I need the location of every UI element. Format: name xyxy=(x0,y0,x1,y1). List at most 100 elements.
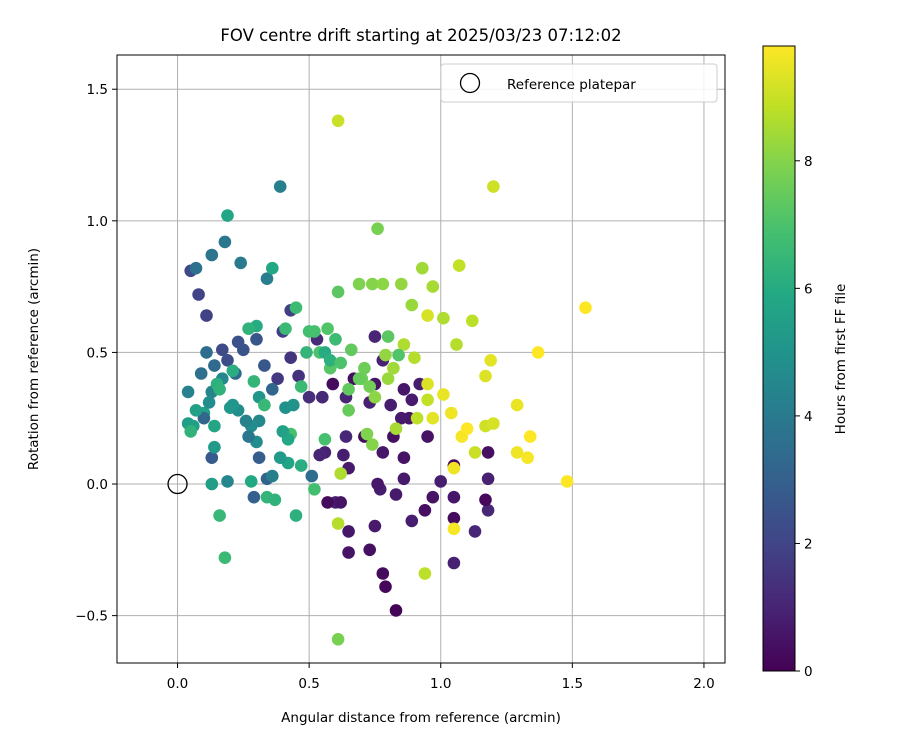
data-point xyxy=(437,388,450,401)
data-point xyxy=(368,330,382,343)
data-point xyxy=(221,209,234,222)
colorbar-label: Hours from first FF file xyxy=(833,284,849,435)
colorbar-tick-label: 4 xyxy=(804,409,813,425)
data-point xyxy=(447,522,461,536)
data-point xyxy=(445,406,458,420)
y-ticks: −0.5 0.0 0.5 1.0 1.5 xyxy=(75,82,117,625)
data-point xyxy=(481,504,495,517)
data-point xyxy=(208,419,221,433)
x-tick-label: 1.0 xyxy=(430,676,451,692)
plot-frame xyxy=(116,54,726,664)
data-point xyxy=(342,546,355,559)
colorbar-tick-label: 8 xyxy=(804,154,813,170)
data-point xyxy=(460,422,474,436)
data-point xyxy=(376,567,390,580)
data-point xyxy=(221,475,234,488)
data-point xyxy=(294,459,308,472)
data-point xyxy=(331,285,345,299)
data-point xyxy=(289,509,303,522)
data-point xyxy=(363,380,377,393)
data-point xyxy=(521,451,534,465)
data-point xyxy=(294,380,308,393)
data-point xyxy=(213,383,226,396)
data-point xyxy=(342,383,355,396)
data-point xyxy=(313,448,327,462)
data-point xyxy=(181,385,195,399)
data-point xyxy=(392,348,405,362)
data-point xyxy=(266,383,279,396)
data-point xyxy=(447,461,461,475)
data-point xyxy=(408,351,421,365)
data-point xyxy=(252,451,266,465)
data-point xyxy=(292,369,305,383)
data-point xyxy=(560,475,574,488)
data-point xyxy=(226,398,240,412)
data-point xyxy=(426,490,440,504)
data-point xyxy=(366,277,379,291)
data-point xyxy=(381,372,395,386)
data-point xyxy=(426,411,440,425)
data-point xyxy=(202,396,216,409)
data-point xyxy=(358,361,371,375)
data-point xyxy=(345,343,358,357)
data-point xyxy=(487,180,500,193)
data-point xyxy=(418,504,432,517)
data-point xyxy=(468,446,482,459)
data-point xyxy=(487,417,500,430)
data-point xyxy=(334,356,348,370)
data-point xyxy=(405,298,419,312)
data-point xyxy=(300,346,313,359)
data-point xyxy=(279,322,292,336)
chart-title: FOV centre drift starting at 2025/03/23 … xyxy=(220,26,621,45)
y-tick-label: 0.0 xyxy=(87,477,108,493)
data-point xyxy=(447,556,461,570)
data-point xyxy=(316,390,329,404)
data-point xyxy=(258,359,271,372)
data-point xyxy=(421,309,434,322)
data-point xyxy=(318,433,332,446)
x-axis-label: Angular distance from reference (arcmin) xyxy=(281,710,561,726)
data-point xyxy=(389,422,403,436)
data-point xyxy=(189,261,203,275)
data-point xyxy=(421,377,434,391)
data-point xyxy=(234,256,247,270)
x-tick-label: 1.5 xyxy=(562,676,583,692)
data-point xyxy=(342,525,355,538)
data-point xyxy=(208,359,221,372)
data-point xyxy=(421,393,434,407)
colorbar-tick-label: 0 xyxy=(804,664,813,680)
data-point xyxy=(352,277,366,291)
data-point xyxy=(192,288,205,301)
points-layer xyxy=(181,114,592,646)
data-point xyxy=(268,493,282,507)
data-point xyxy=(323,354,337,367)
data-point xyxy=(260,272,274,286)
data-point xyxy=(479,493,492,507)
data-point xyxy=(266,261,279,275)
data-point xyxy=(308,325,321,338)
data-point xyxy=(337,448,350,462)
colorbar-tick-label: 6 xyxy=(804,281,813,297)
data-point xyxy=(258,398,271,412)
data-point xyxy=(360,427,374,441)
y-axis-label: Rotation from reference (arcmin) xyxy=(26,248,42,470)
data-point xyxy=(395,411,408,425)
data-point xyxy=(395,277,408,291)
data-point xyxy=(326,377,340,391)
reference-platepar-marker xyxy=(167,473,188,495)
data-point xyxy=(379,580,392,593)
data-point xyxy=(276,425,290,438)
data-point xyxy=(368,519,382,533)
y-tick-label: 1.0 xyxy=(87,214,108,230)
data-point xyxy=(194,367,208,380)
legend-box xyxy=(440,63,718,103)
data-point xyxy=(371,477,384,491)
colorbar-ticks: 0 2 4 6 8 xyxy=(795,154,813,680)
data-point xyxy=(271,372,284,386)
data-point xyxy=(371,222,384,235)
data-point xyxy=(218,551,232,564)
data-point xyxy=(200,309,213,322)
data-point xyxy=(376,277,390,291)
data-point xyxy=(329,333,342,346)
